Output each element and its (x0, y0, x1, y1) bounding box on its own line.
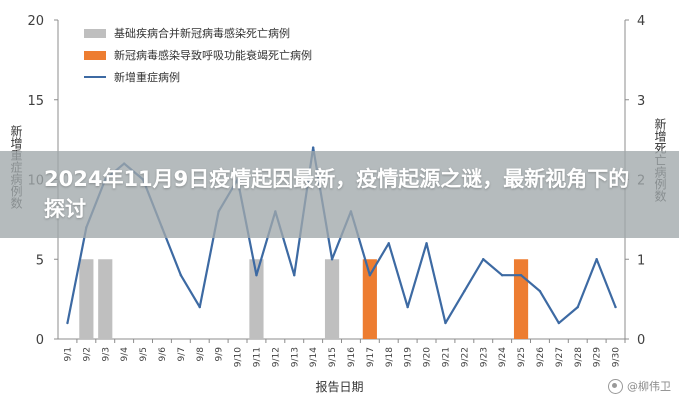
weibo-icon (608, 378, 623, 394)
title-banner (0, 151, 679, 238)
y-left-tick-label: 5 (36, 253, 44, 268)
legend-swatch-line (84, 76, 106, 78)
legend-item-severe-cases: 新增重症病例 (84, 66, 312, 88)
x-tick-label: 9/30 (612, 347, 622, 367)
line-point (387, 242, 390, 245)
line-point (255, 274, 258, 277)
x-tick-label: 9/4 (120, 347, 130, 362)
bar (98, 259, 113, 339)
legend: 基础疾病合并新冠病毒感染死亡病例 新冠病毒感染导致呼吸功能衰竭死亡病例 新增重症… (84, 22, 312, 88)
y-right-tick-label: 0 (637, 333, 645, 348)
legend-swatch-orange (84, 50, 106, 60)
x-tick-label: 9/18 (385, 347, 395, 367)
x-tick-label: 9/28 (574, 347, 584, 367)
x-tick-label: 9/10 (234, 347, 244, 367)
x-tick-label: 9/26 (536, 347, 546, 367)
bar (513, 259, 529, 339)
y-left-tick-label: 15 (27, 94, 44, 109)
x-tick-label: 9/25 (517, 347, 527, 367)
line-point (368, 274, 372, 277)
banner-title: 2024年11月9日疫情起因最新，疫情起源之谜，最新视角下的探讨 (44, 167, 630, 221)
line-point (406, 305, 409, 309)
line-point (500, 274, 504, 277)
line-point (482, 258, 485, 261)
x-tick-label: 9/16 (347, 347, 357, 367)
legend-item-respiratory-deaths: 新冠病毒感染导致呼吸功能衰竭死亡病例 (84, 44, 312, 66)
line-point (538, 289, 542, 293)
bar (324, 259, 340, 339)
line-point (519, 274, 523, 277)
x-tick-label: 9/14 (309, 347, 319, 367)
bar (362, 259, 377, 339)
x-tick-label: 9/19 (404, 347, 414, 367)
line-point (557, 321, 561, 325)
line-point (198, 305, 201, 309)
line-point (463, 289, 466, 293)
x-tick-label: 9/15 (328, 347, 338, 367)
x-tick-label: 9/5 (139, 347, 149, 361)
watermark-text: @柳伟卫 (627, 380, 671, 393)
line-point (576, 305, 579, 309)
x-tick-label: 9/7 (177, 347, 187, 361)
x-tick-label: 9/6 (158, 347, 168, 362)
x-tick-label: 9/11 (252, 347, 262, 367)
y-left-tick-label: 0 (36, 333, 44, 348)
x-tick-label: 9/23 (479, 347, 489, 367)
bar (249, 259, 264, 339)
y-right-tick-label: 4 (637, 14, 645, 29)
x-tick-label: 9/12 (271, 347, 281, 367)
legend-label-respiratory-deaths: 新冠病毒感染导致呼吸功能衰竭死亡病例 (114, 49, 312, 62)
line-point (614, 305, 617, 309)
line-point (293, 274, 296, 277)
x-tick-label: 9/9 (215, 347, 225, 362)
legend-label-underlying-deaths: 基础疾病合并新冠病毒感染死亡病例 (114, 27, 290, 40)
line-point (444, 321, 447, 325)
x-tick-label: 9/3 (101, 347, 111, 361)
x-tick-label: 9/2 (82, 347, 92, 361)
x-tick-label: 9/27 (555, 347, 565, 367)
x-tick-label: 9/1 (63, 347, 73, 361)
line-point (595, 258, 598, 261)
x-tick-label: 9/22 (460, 347, 470, 367)
legend-swatch-gray (84, 28, 106, 38)
x-tick-label: 9/29 (593, 347, 603, 367)
y-right-tick-label: 1 (637, 253, 645, 268)
watermark: @柳伟卫 (608, 378, 671, 394)
line-point (179, 274, 183, 277)
line-point (425, 242, 428, 245)
x-tick-label: 9/24 (498, 347, 508, 367)
x-tick-label: 9/8 (196, 347, 206, 362)
y-left-tick-label: 20 (27, 14, 44, 29)
x-tick-label: 9/21 (441, 347, 451, 367)
x-tick-label: 9/20 (423, 347, 433, 367)
bar (79, 259, 94, 339)
x-tick-label: 9/13 (290, 347, 300, 367)
x-axis-label: 报告日期 (315, 380, 364, 394)
legend-label-severe-cases: 新增重症病例 (114, 71, 180, 84)
legend-item-underlying-deaths: 基础疾病合并新冠病毒感染死亡病例 (84, 22, 312, 44)
line-point (66, 321, 69, 325)
line-point (311, 146, 315, 149)
line-point (330, 258, 334, 261)
x-tick-label: 9/17 (366, 347, 376, 367)
y-right-tick-label: 3 (637, 94, 645, 109)
